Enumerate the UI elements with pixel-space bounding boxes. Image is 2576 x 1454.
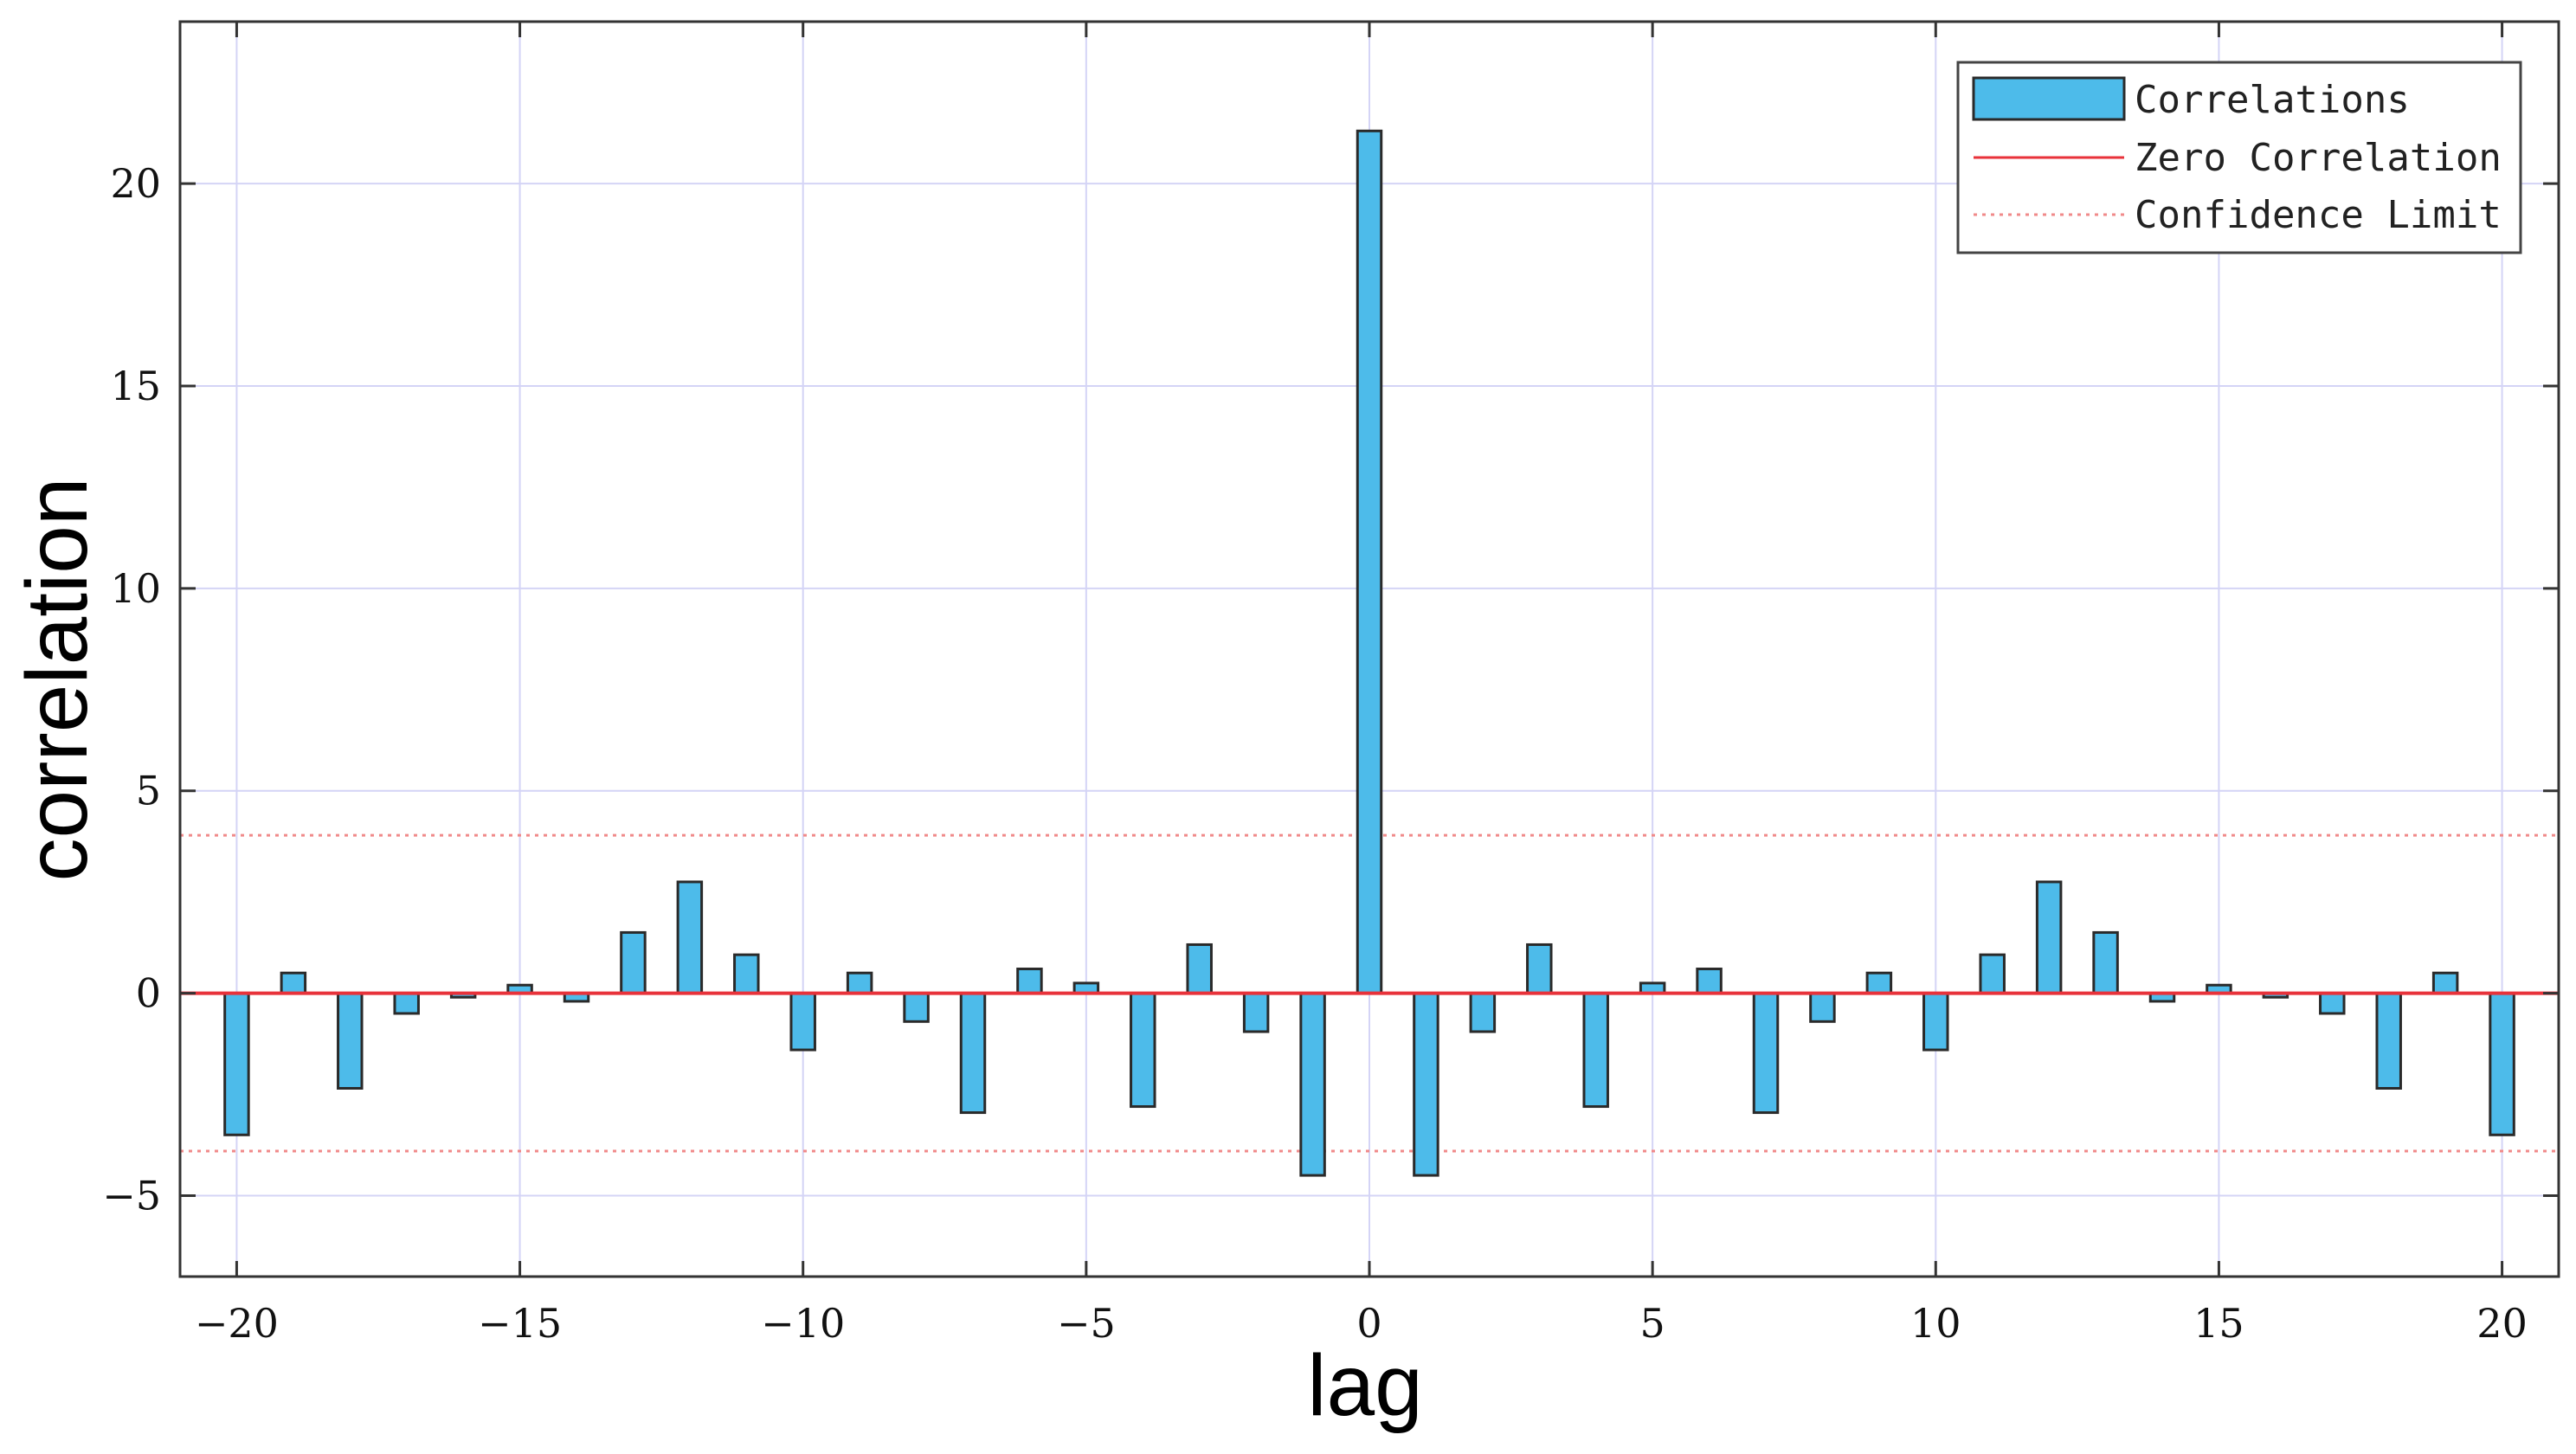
x-tick-label: 10 bbox=[1910, 1300, 1961, 1347]
y-tick-label: 0 bbox=[136, 970, 161, 1017]
bar bbox=[959, 992, 987, 1115]
bar bbox=[1979, 953, 2006, 995]
bar bbox=[2319, 992, 2346, 1015]
bar bbox=[1413, 992, 1439, 1177]
legend-label-confidence-limit: Confidence Limit bbox=[2135, 193, 2502, 237]
bar bbox=[1865, 971, 1893, 995]
y-tick-label: −5 bbox=[102, 1172, 161, 1219]
bar bbox=[903, 992, 930, 1023]
x-tick-label: −10 bbox=[761, 1300, 845, 1347]
bar bbox=[1582, 992, 1609, 1109]
x-tick-label: 5 bbox=[1640, 1300, 1665, 1347]
bar bbox=[1526, 943, 1553, 995]
bar bbox=[2431, 971, 2459, 995]
correlation-bars bbox=[223, 129, 2515, 1177]
bar bbox=[1469, 992, 1497, 1033]
bar bbox=[280, 971, 307, 995]
y-axis-title: correlation bbox=[9, 478, 106, 882]
x-axis-title: lag bbox=[1307, 1337, 1422, 1434]
bar bbox=[1016, 968, 1043, 995]
y-axis-ticks: −5 0 5 10 15 20 bbox=[102, 160, 2559, 1219]
y-tick-label: 10 bbox=[110, 565, 161, 612]
legend-label-correlations: Correlations bbox=[2135, 78, 2410, 122]
x-tick-label: 0 bbox=[1356, 1300, 1381, 1347]
bar bbox=[1752, 992, 1780, 1115]
bar bbox=[1696, 968, 1723, 995]
x-tick-label: −15 bbox=[478, 1300, 562, 1347]
bar bbox=[1242, 992, 1270, 1033]
bar bbox=[1299, 992, 1326, 1177]
y-tick-label: 20 bbox=[110, 160, 161, 207]
bar bbox=[2035, 880, 2063, 995]
bar bbox=[2092, 930, 2119, 995]
legend-swatch-correlations bbox=[1972, 76, 2126, 121]
bar bbox=[789, 992, 816, 1052]
bar bbox=[733, 953, 760, 995]
x-tick-label: −5 bbox=[1057, 1300, 1116, 1347]
bar bbox=[846, 971, 873, 995]
bar bbox=[676, 880, 704, 995]
bar bbox=[223, 992, 250, 1136]
y-tick-label: 15 bbox=[110, 363, 161, 409]
bar bbox=[620, 930, 647, 995]
bar bbox=[1130, 992, 1156, 1109]
x-tick-label: −20 bbox=[195, 1300, 279, 1347]
bar bbox=[1186, 943, 1213, 995]
legend-label-zero-correlation: Zero Correlation bbox=[2135, 136, 2502, 180]
bar bbox=[2375, 992, 2402, 1090]
bar bbox=[1356, 129, 1383, 995]
bar bbox=[1809, 992, 1836, 1023]
bar bbox=[337, 992, 364, 1090]
x-tick-label: 20 bbox=[2476, 1300, 2528, 1347]
x-axis-ticks: −20 −15 −10 −5 0 5 10 15 20 bbox=[195, 22, 2528, 1347]
legend: Correlations Zero Correlation Confidence… bbox=[1956, 61, 2522, 254]
bar bbox=[1922, 992, 1949, 1052]
x-tick-label: 15 bbox=[2193, 1300, 2244, 1347]
y-tick-label: 5 bbox=[136, 768, 161, 814]
bar bbox=[393, 992, 420, 1015]
bar bbox=[2489, 992, 2515, 1136]
